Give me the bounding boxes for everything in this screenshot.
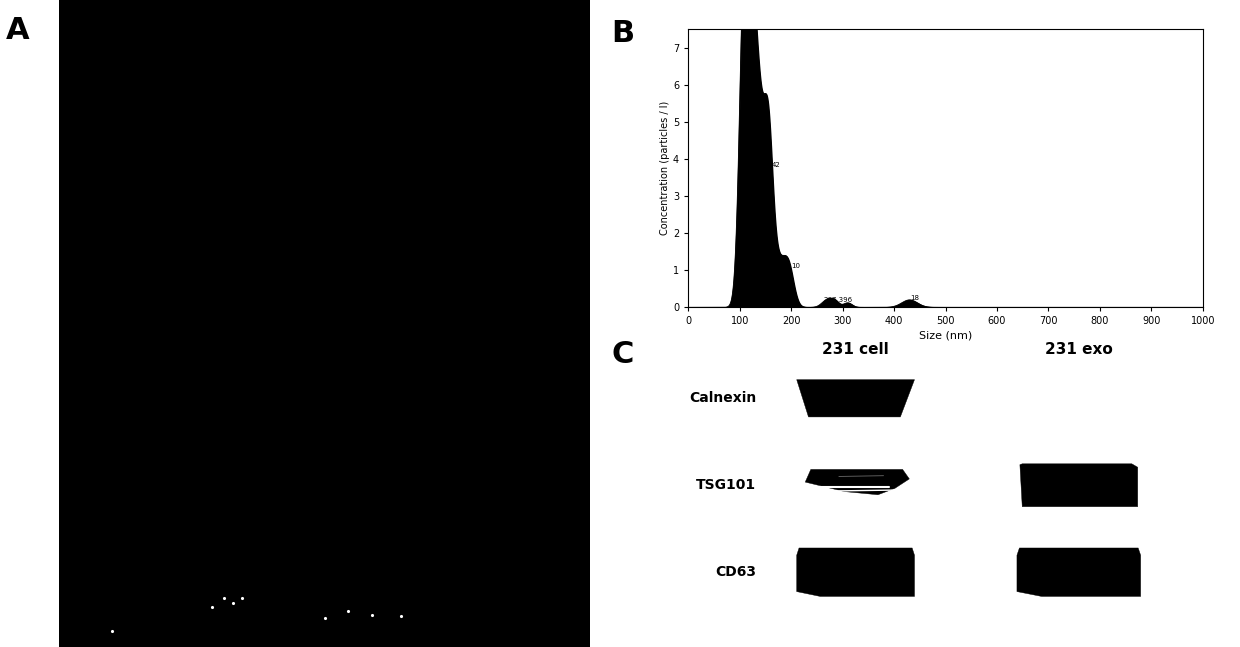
Polygon shape [797, 380, 915, 417]
Text: 267.396: 267.396 [823, 296, 852, 303]
Polygon shape [797, 548, 915, 597]
X-axis label: Size (nm): Size (nm) [919, 331, 972, 340]
Bar [0, 0, 60, 647]
Text: 231 exo: 231 exo [1045, 342, 1112, 357]
Text: C: C [611, 340, 634, 369]
Text: 42: 42 [773, 162, 781, 168]
Text: B: B [611, 19, 635, 49]
Text: 18: 18 [910, 295, 920, 301]
Text: TSG101: TSG101 [697, 478, 756, 492]
Text: CD63: CD63 [715, 565, 756, 579]
Text: 231 cell: 231 cell [822, 342, 889, 357]
Polygon shape [805, 470, 909, 495]
Polygon shape [1021, 464, 1137, 507]
Text: 10: 10 [791, 263, 800, 270]
Polygon shape [1017, 548, 1141, 597]
Text: A: A [6, 16, 30, 45]
Text: 33: 33 [756, 114, 765, 120]
Y-axis label: Concentration (particles / l): Concentration (particles / l) [660, 101, 670, 236]
Text: Calnexin: Calnexin [689, 391, 756, 405]
